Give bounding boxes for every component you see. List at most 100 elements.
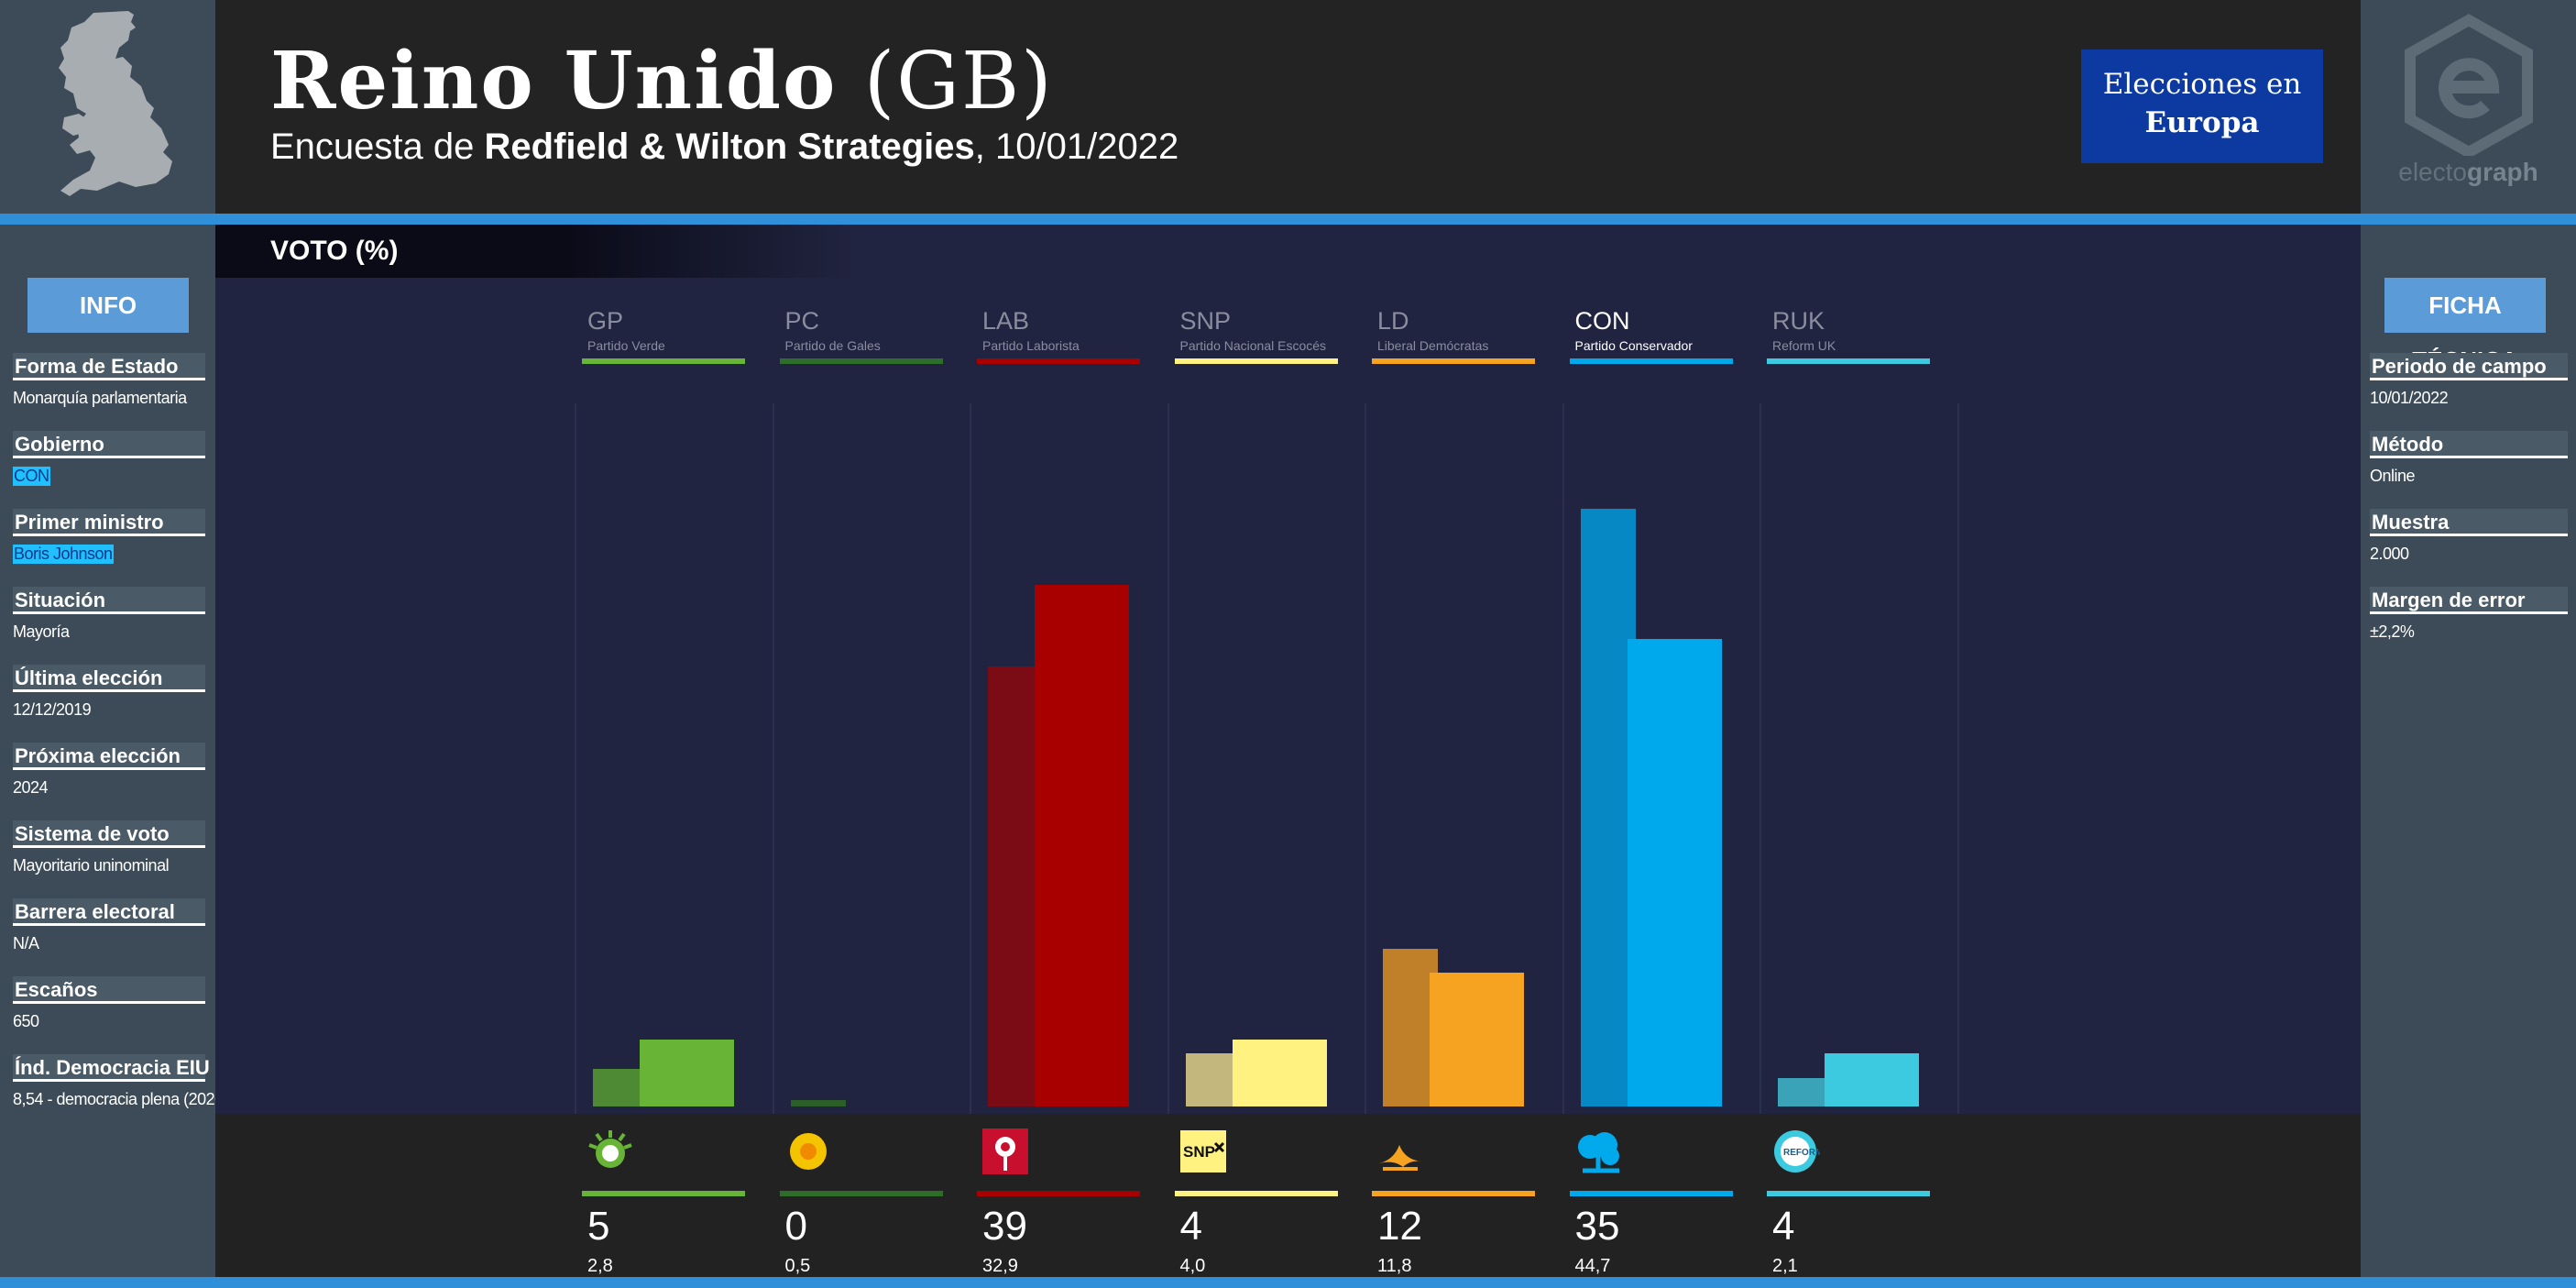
bar-previous-ld — [1383, 948, 1438, 1106]
info-label: Última elección — [13, 665, 205, 692]
previous-vote-share: 32,9 — [982, 1256, 1018, 1276]
result-color-line — [582, 1191, 745, 1196]
info-value: 8,54 - democracia plena (2020) — [13, 1090, 229, 1108]
party-header-gp[interactable]: GP Partido Verde — [582, 307, 745, 364]
party-color-line — [779, 358, 943, 364]
tech-label: Método — [2370, 431, 2568, 458]
seat-projection-strip: 5 2,8 0 0,5 39 32,9 SNP 4 4,0 12 11,8 35 44,7 REFORM 4… — [215, 1114, 2361, 1277]
party-code: CON — [1574, 307, 1630, 335]
info-item-proxima-eleccion: Próxima elección 2024 — [13, 743, 205, 798]
party-header-ld[interactable]: LD Liberal Demócratas — [1372, 307, 1535, 364]
party-color-line — [1569, 358, 1733, 364]
seat-count: 35 — [1574, 1204, 1620, 1249]
poll-subtitle: Encuesta de Redfield & Wilton Strategies… — [270, 127, 1178, 168]
electograph-wordmark: electograph — [2361, 158, 2576, 187]
electograph-logo-panel[interactable] — [2361, 0, 2576, 214]
oak-tree-icon — [1577, 1132, 1619, 1173]
info-label: Primer ministro — [13, 509, 205, 536]
info-item-primer-ministro: Primer ministro Boris Johnson — [13, 509, 205, 564]
uk-map-panel — [0, 0, 215, 214]
header: Reino Unido (GB) Encuesta de Redfield & … — [0, 0, 2576, 214]
info-item-sistema-voto: Sistema de voto Mayoritario uninominal — [13, 820, 205, 875]
bar-previous-ruk — [1778, 1078, 1833, 1106]
info-item-situacion: Situación Mayoría — [13, 587, 205, 642]
party-name: Liberal Demócratas — [1377, 338, 1489, 353]
vote-chart: VOTO (%) GP Partido Verde PC Partido de Gal… — [215, 225, 2361, 1114]
chart-title: VOTO (%) — [270, 236, 399, 266]
info-label: Índ. Democracia EIU — [13, 1054, 210, 1082]
party-color-line — [977, 358, 1140, 364]
info-value: Monarquía parlamentaria — [13, 389, 187, 407]
seat-count: 4 — [1772, 1204, 1795, 1249]
bar-poll-lab[interactable] — [1035, 585, 1129, 1106]
bar-previous-con — [1580, 509, 1636, 1106]
column-separator — [1365, 403, 1366, 1114]
previous-vote-share: 0,5 — [784, 1256, 811, 1276]
ficha-tecnica-button[interactable]: FICHA TÉCNICA — [2384, 278, 2546, 374]
tech-label: Margen de error — [2370, 587, 2568, 614]
info-item-barrera-electoral: Barrera electoral N/A — [13, 898, 205, 953]
result-color-line — [779, 1191, 943, 1196]
party-name: Partido de Gales — [784, 338, 881, 353]
party-code: LAB — [982, 307, 1030, 335]
seat-count: 4 — [1179, 1204, 1202, 1249]
bar-poll-gp[interactable] — [640, 1040, 734, 1106]
previous-vote-share: 4,0 — [1179, 1256, 1206, 1276]
info-item-democracia-eiu: Índ. Democracia EIU 8,54 - democracia pl… — [13, 1054, 229, 1109]
brand-part-b: graph — [2466, 158, 2538, 186]
party-color-line — [1174, 358, 1338, 364]
poll-date: , 10/01/2022 — [974, 127, 1179, 167]
party-header-snp[interactable]: SNP Partido Nacional Escocés — [1174, 307, 1338, 364]
ficha-tecnica-panel: FICHA TÉCNICA Periodo de campo 10/01/202… — [2361, 225, 2576, 1277]
elecciones-europa-badge[interactable]: Elecciones en Europa — [2081, 50, 2323, 163]
bar-previous-snp — [1185, 1052, 1241, 1106]
result-color-line — [1767, 1191, 1930, 1196]
party-name: Partido Conservador — [1574, 338, 1693, 353]
result-color-line — [1569, 1191, 1733, 1196]
header-divider — [0, 214, 2576, 225]
info-label: Situación — [13, 587, 205, 614]
pollster-name: Redfield & Wilton Strategies — [484, 127, 975, 167]
info-value: N/A — [13, 934, 39, 952]
bar-poll-ruk[interactable] — [1825, 1052, 1919, 1106]
badge-line2: Europa — [2144, 106, 2260, 139]
result-color-line — [1174, 1191, 1338, 1196]
seat-count: 39 — [982, 1204, 1027, 1249]
prime-minister-value: Boris Johnson — [13, 545, 114, 564]
info-value: 12/12/2019 — [13, 700, 92, 719]
result-color-line — [977, 1191, 1140, 1196]
poll-prefix: Encuesta de — [270, 127, 475, 167]
snp-logo-icon: SNP — [1179, 1130, 1226, 1172]
party-color-line — [1372, 358, 1535, 364]
seat-count: 12 — [1377, 1204, 1422, 1249]
column-separator — [1562, 403, 1564, 1114]
column-separator — [1167, 403, 1169, 1114]
green-party-globe-icon — [588, 1130, 632, 1168]
bar-poll-con[interactable] — [1627, 638, 1722, 1106]
tech-value: Online — [2370, 467, 2416, 485]
tech-label: Periodo de campo — [2370, 353, 2568, 380]
info-label: Sistema de voto — [13, 820, 205, 848]
bar-poll-snp[interactable] — [1232, 1040, 1327, 1106]
government-party-value: CON — [13, 467, 50, 486]
party-name: Partido Verde — [587, 338, 665, 353]
info-item-ultima-eleccion: Última elección 12/12/2019 — [13, 665, 205, 720]
party-header-ruk[interactable]: RUK Reform UK — [1767, 307, 1930, 364]
info-value: Mayoría — [13, 622, 70, 641]
party-header-con[interactable]: CON Partido Conservador — [1569, 307, 1733, 364]
party-name: Reform UK — [1772, 338, 1836, 353]
party-header-pc[interactable]: PC Partido de Gales — [779, 307, 943, 364]
info-button[interactable]: INFO — [27, 278, 189, 333]
daffodil-icon — [789, 1133, 827, 1170]
party-code: GP — [587, 307, 624, 335]
result-color-line — [1372, 1191, 1535, 1196]
tech-value: ±2,2% — [2370, 622, 2415, 641]
tech-item-margen: Margen de error ±2,2% — [2370, 587, 2568, 642]
seat-count: 0 — [784, 1204, 807, 1249]
party-name: Partido Nacional Escocés — [1179, 338, 1327, 353]
bar-previous-gp — [593, 1069, 648, 1106]
party-color-line — [582, 358, 745, 364]
bar-poll-ld[interactable] — [1430, 973, 1524, 1106]
party-header-lab[interactable]: LAB Partido Laborista — [977, 307, 1140, 364]
